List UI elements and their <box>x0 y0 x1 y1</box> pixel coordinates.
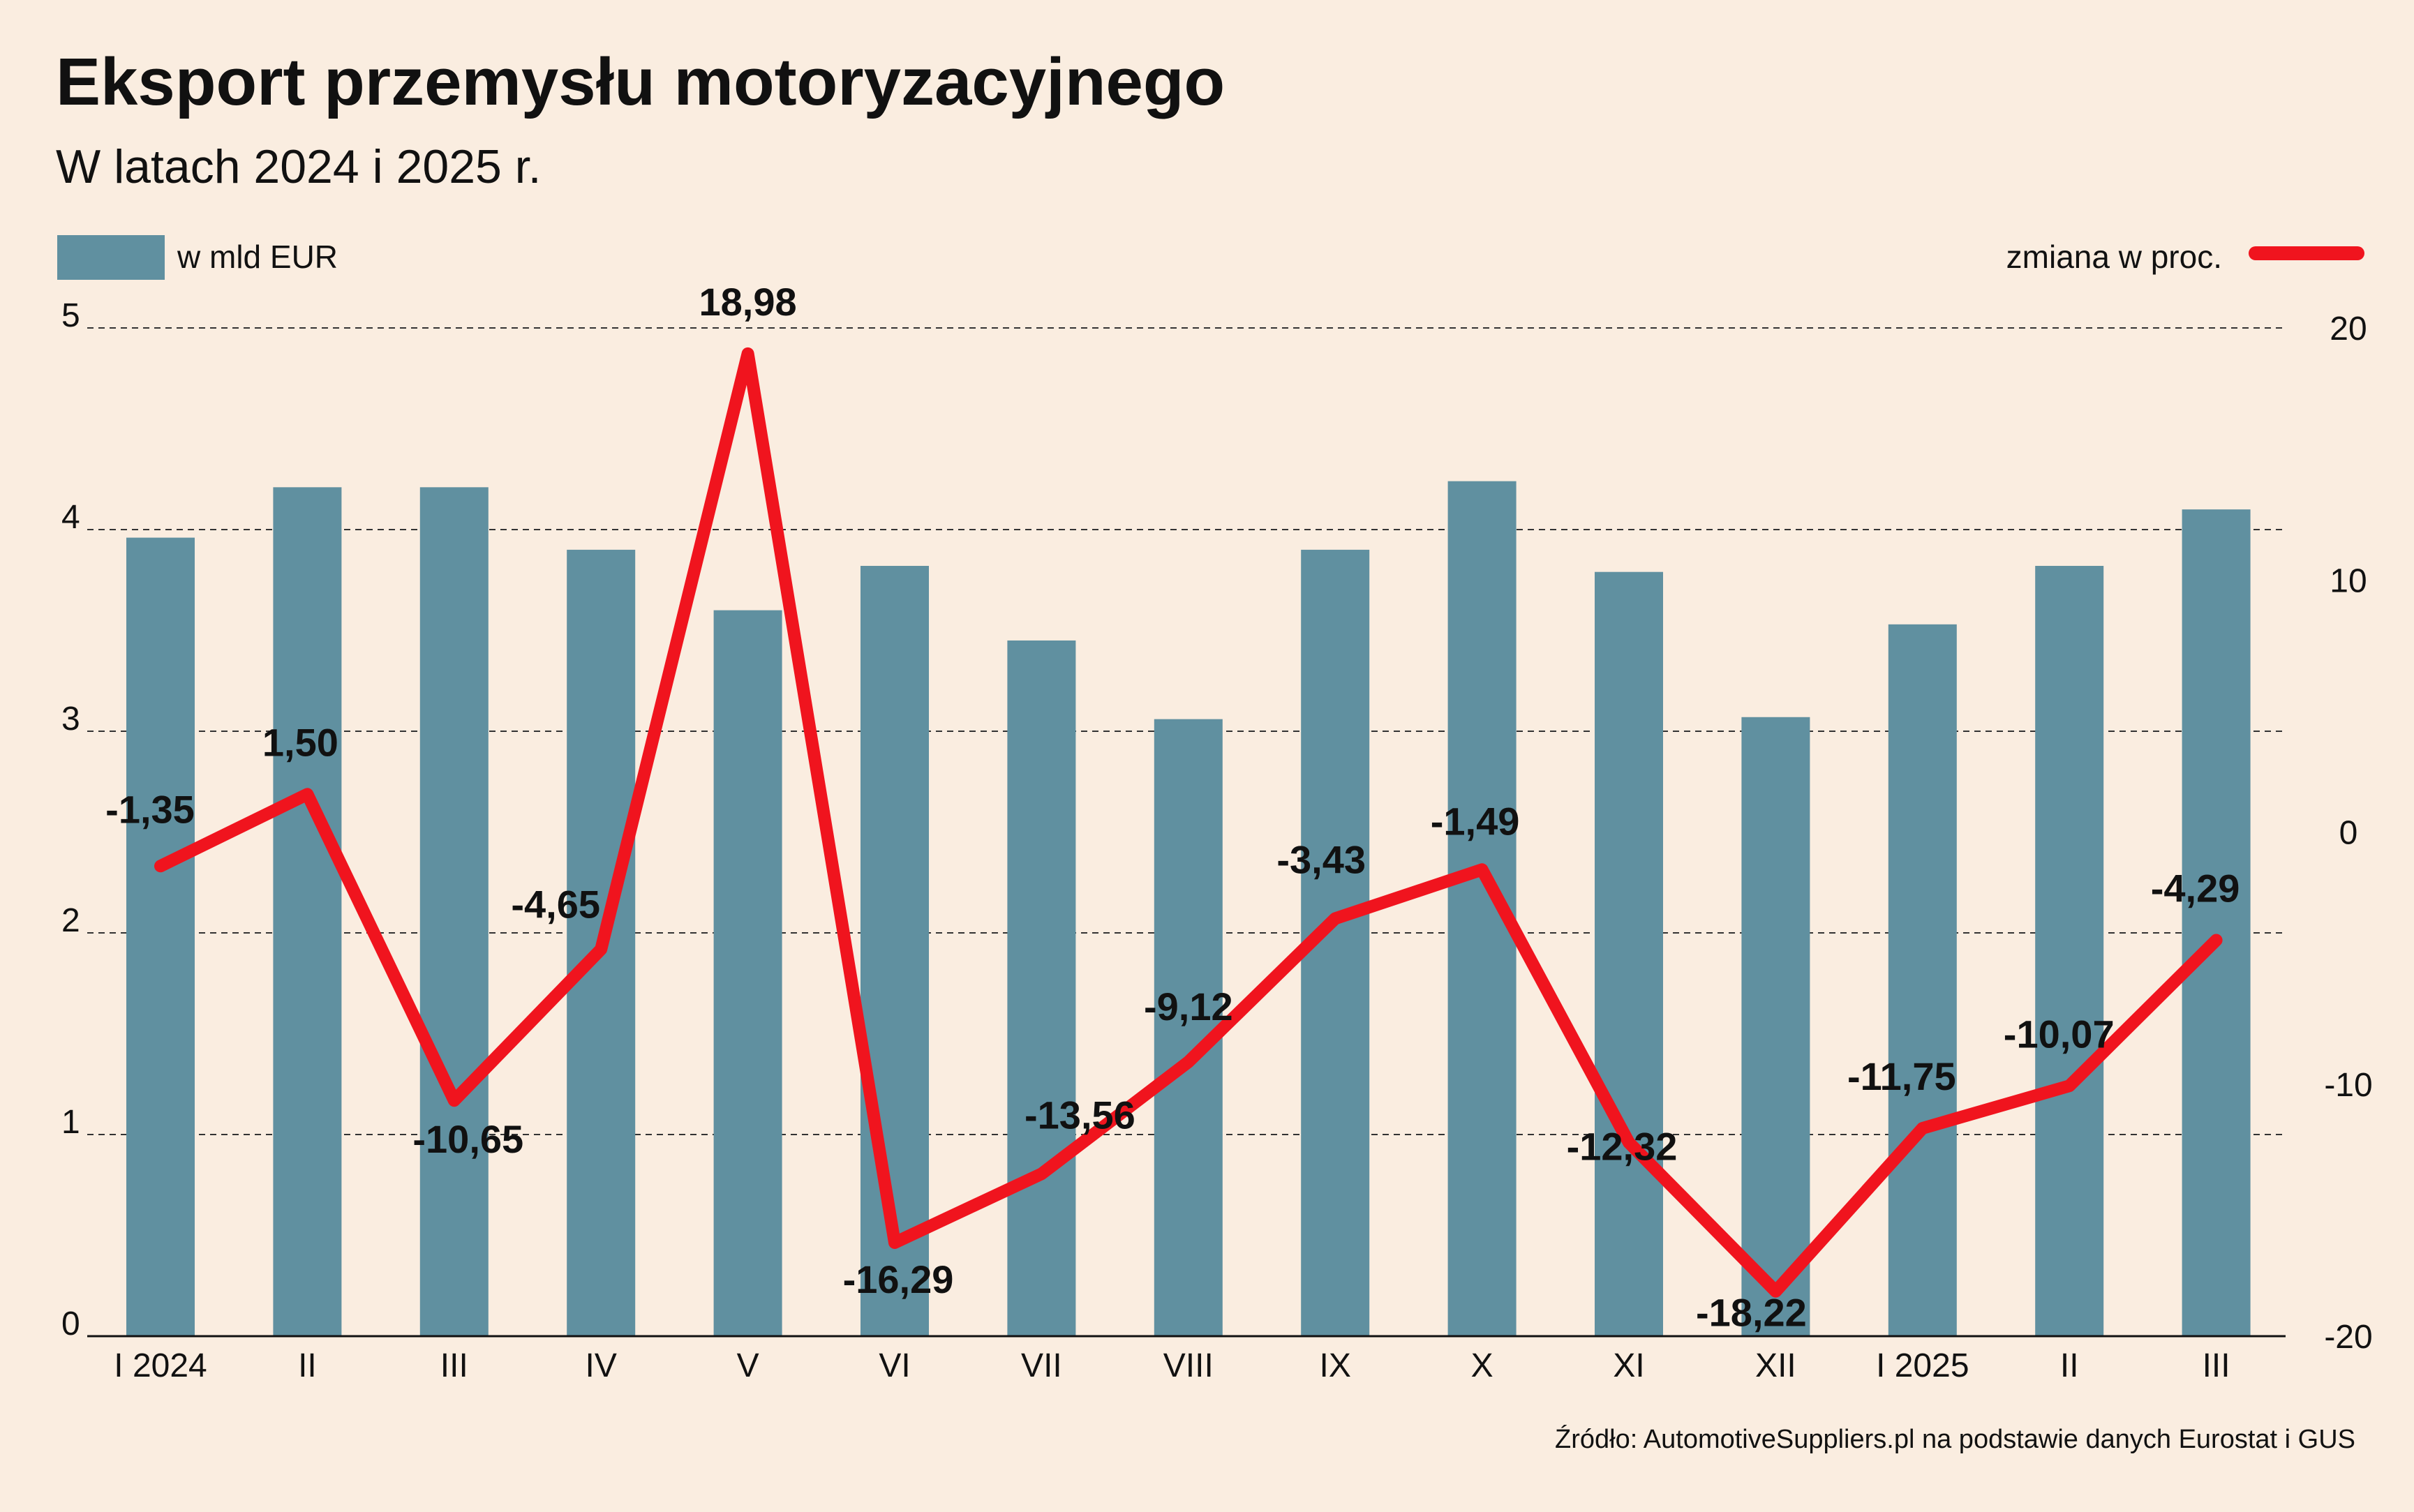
line-value-label: -16,29 <box>843 1257 954 1301</box>
x-tick-label: III <box>2203 1347 2230 1384</box>
right-tick-label: -10 <box>2324 1067 2372 1104</box>
x-tick-label: II <box>2060 1347 2079 1384</box>
line-value-label: 18,98 <box>699 280 797 324</box>
left-tick-label: 1 <box>61 1104 80 1141</box>
line-value-label: -1,49 <box>1431 799 1520 843</box>
bar <box>1007 640 1076 1336</box>
bar <box>1888 624 1957 1336</box>
legend-bars-label: w mld EUR <box>177 239 338 275</box>
line-value-label: -4,65 <box>511 882 600 926</box>
legend-line-label: zmiana w proc. <box>2006 239 2222 275</box>
x-tick-label: II <box>298 1347 317 1384</box>
left-tick-label: 3 <box>61 701 80 738</box>
x-tick-label: V <box>737 1347 759 1384</box>
line-value-label: -13,56 <box>1025 1093 1135 1137</box>
x-tick-label: XII <box>1755 1347 1796 1384</box>
x-tick-label: I 2025 <box>1876 1347 1969 1384</box>
bar <box>713 610 782 1336</box>
x-tick-label: I 2024 <box>114 1347 207 1384</box>
bar <box>126 537 195 1336</box>
left-tick-label: 2 <box>61 902 80 939</box>
left-tick-label: 4 <box>61 499 80 536</box>
line-value-label: -3,43 <box>1276 837 1366 881</box>
x-tick-label: XI <box>1613 1347 1644 1384</box>
x-axis: I 2024 II III IV V VI VII VIII IX X XI XII I 2025 II I… <box>114 1347 2230 1384</box>
left-tick-label: 0 <box>61 1305 80 1342</box>
left-axis: 0 1 2 3 4 5 <box>61 297 80 1342</box>
right-tick-label: 0 <box>2339 815 2358 852</box>
chart-title: Eksport przemysłu motoryzacyjnego <box>56 45 1225 119</box>
left-tick-label: 5 <box>61 297 80 334</box>
x-tick-label: IV <box>586 1347 617 1384</box>
bars <box>126 481 2251 1337</box>
x-tick-label: III <box>440 1347 468 1384</box>
source-note: Źródło: AutomotiveSuppliers.pl na podsta… <box>1555 1424 2355 1454</box>
line-value-label: -12,32 <box>1567 1125 1678 1169</box>
bar <box>2182 509 2251 1336</box>
bar <box>273 487 342 1336</box>
legend-bars-swatch <box>57 235 165 280</box>
change-labels: -1,35 1,50 -10,65 -4,65 18,98 -16,29 -13,56 -9,… <box>105 280 2240 1335</box>
change-line <box>154 347 2223 1298</box>
chart-subtitle: W latach 2024 i 2025 r. <box>56 140 542 193</box>
x-tick-label: IX <box>1320 1347 1351 1384</box>
right-tick-label: 10 <box>2330 562 2367 599</box>
right-tick-label: -20 <box>2324 1319 2372 1356</box>
line-value-label: -4,29 <box>2151 866 2240 910</box>
right-axis: -20 -10 0 10 20 <box>2324 310 2372 1356</box>
x-tick-label: VI <box>879 1347 910 1384</box>
bar <box>2035 566 2104 1336</box>
line-value-label: -10,07 <box>2004 1012 2115 1056</box>
line-value-label: -1,35 <box>105 787 195 831</box>
line-value-label: -10,65 <box>412 1117 523 1161</box>
line-value-label: -11,75 <box>1847 1054 1956 1098</box>
x-tick-label: VIII <box>1163 1347 1214 1384</box>
line-value-label: 1,50 <box>262 720 338 764</box>
bar <box>1154 719 1223 1336</box>
bar <box>1741 717 1810 1336</box>
bar <box>419 487 489 1336</box>
bar <box>1595 571 1663 1337</box>
x-tick-label: X <box>1471 1347 1493 1384</box>
x-tick-label: VII <box>1021 1347 1062 1384</box>
right-tick-label: 20 <box>2330 310 2367 347</box>
line-value-label: -18,22 <box>1696 1291 1807 1335</box>
change-series-line <box>154 347 2223 1298</box>
line-value-label: -9,12 <box>1144 985 1233 1028</box>
